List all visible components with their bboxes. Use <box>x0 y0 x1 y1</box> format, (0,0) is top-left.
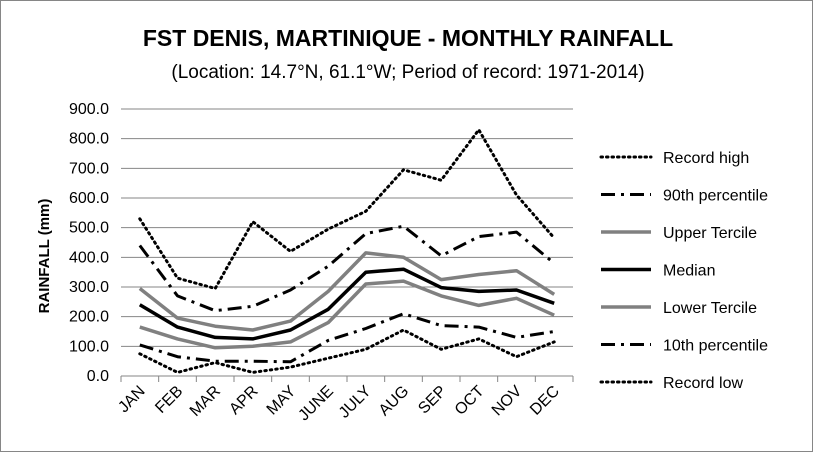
series-line-90th-percentile <box>138 224 556 313</box>
y-axis-label: RAINFALL (mm) <box>36 199 53 314</box>
x-tick-label: AUG <box>376 383 413 420</box>
x-tick-label: NOV <box>489 383 526 420</box>
series-line-lower-tercile <box>139 279 555 350</box>
y-tick-label: 700.0 <box>69 160 109 177</box>
x-tick-label: SEP <box>415 383 450 418</box>
legend-label-median: Median <box>663 263 715 280</box>
legend-label-10th-percentile: 10th percentile <box>663 338 768 355</box>
series-line-median <box>138 267 555 341</box>
series-lines <box>138 128 556 374</box>
y-tick-label: 300.0 <box>69 279 109 296</box>
x-tick-label: DEC <box>527 383 563 419</box>
series-line-10th-percentile <box>139 312 555 364</box>
x-tick-label: JUNE <box>295 383 337 425</box>
gridlines <box>121 108 573 347</box>
series-line-record-high <box>138 128 556 290</box>
legend-label-90th-percentile: 90th percentile <box>663 188 768 205</box>
y-tick-label: 100.0 <box>69 338 109 355</box>
axes <box>120 375 574 382</box>
y-tick-label: 800.0 <box>69 131 109 148</box>
legend-label-lower-tercile: Lower Tercile <box>663 300 757 317</box>
x-tick-label: APR <box>226 383 261 418</box>
legend-label-record-low: Record low <box>663 375 743 392</box>
y-tick-label: 600.0 <box>69 190 109 207</box>
y-tick-label: 900.0 <box>69 101 109 118</box>
chart-subtitle: (Location: 14.7°N, 61.1°W; Period of rec… <box>171 62 644 83</box>
y-tick-label: 400.0 <box>69 249 109 266</box>
legend: Record high 90th percentile Upper Tercile M… <box>599 150 768 392</box>
x-tick-label: OCT <box>452 383 488 419</box>
y-tick-label: 500.0 <box>69 220 109 237</box>
series-line-upper-tercile <box>138 251 556 332</box>
x-tick-label: JAN <box>115 383 148 416</box>
y-tick-label: 0.0 <box>87 368 109 385</box>
series-line-record-low <box>138 328 556 374</box>
x-tick-label: MAY <box>264 383 300 419</box>
y-axis-ticks: 0.0 100.0 200.0 300.0 400.0 500.0 600.0 700.0 80… <box>69 101 109 385</box>
y-tick-label: 200.0 <box>69 309 109 326</box>
legend-label-upper-tercile: Upper Tercile <box>663 225 757 242</box>
legend-label-record-high: Record high <box>663 150 749 167</box>
x-tick-label: JULY <box>336 383 375 422</box>
x-tick-label: MAR <box>187 383 224 420</box>
x-tick-label: FEB <box>152 383 186 417</box>
chart-title: FST DENIS, MARTINIQUE - MONTHLY RAINFALL <box>143 25 673 51</box>
